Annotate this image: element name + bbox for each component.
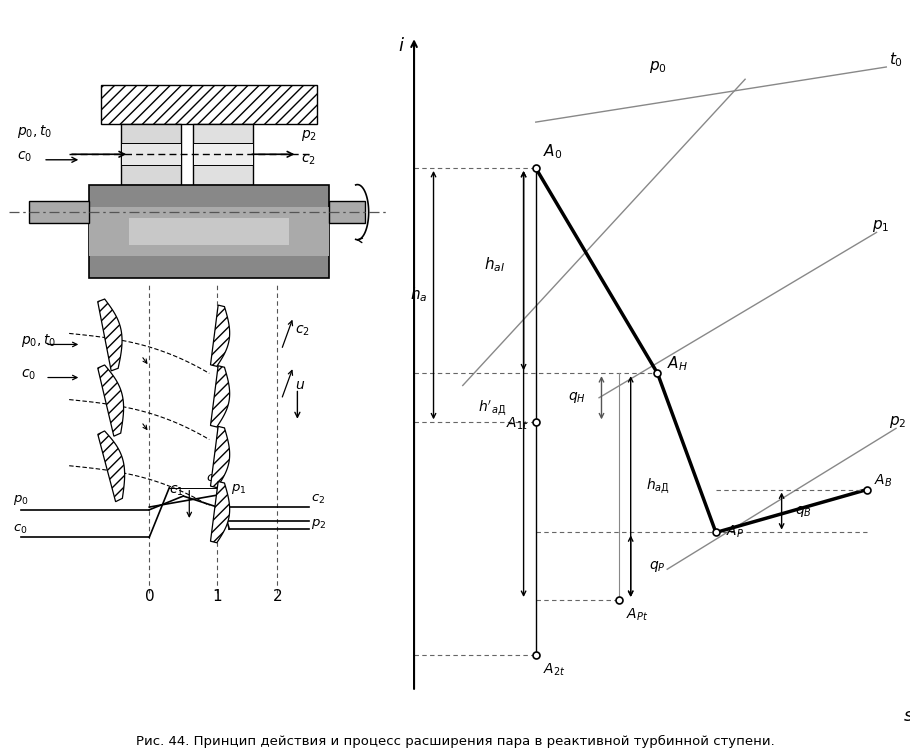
Text: $0$: $0$ — [144, 587, 155, 604]
Text: $1$: $1$ — [212, 587, 222, 604]
Text: $c_2$: $c_2$ — [296, 324, 310, 338]
Bar — [121, 143, 181, 166]
Text: $c_0$: $c_0$ — [21, 367, 36, 382]
Bar — [329, 201, 366, 223]
Text: $p_1$: $p_1$ — [231, 482, 247, 495]
Text: $A_{1t}$: $A_{1t}$ — [506, 415, 529, 432]
Bar — [193, 143, 253, 166]
Text: $h_{aI}$: $h_{aI}$ — [484, 256, 505, 274]
Polygon shape — [97, 299, 122, 371]
Bar — [101, 85, 318, 124]
Text: $t_0$: $t_0$ — [889, 50, 903, 69]
Text: $c_0$: $c_0$ — [17, 150, 32, 164]
Text: $2$: $2$ — [272, 587, 282, 604]
Text: $p_1$: $p_1$ — [872, 218, 889, 234]
Polygon shape — [210, 366, 229, 427]
Polygon shape — [97, 365, 124, 436]
Text: $i$: $i$ — [399, 37, 405, 54]
Text: $A_{Pt}$: $A_{Pt}$ — [626, 606, 648, 623]
Text: $p_0$: $p_0$ — [13, 493, 29, 507]
Text: $c_0$: $c_0$ — [13, 523, 27, 536]
Text: $u$: $u$ — [296, 377, 306, 392]
Bar — [89, 206, 329, 256]
Polygon shape — [210, 305, 229, 367]
Text: $A_B$: $A_B$ — [875, 472, 893, 489]
Text: Рис. 44. Принцип действия и процесс расширения пара в реактивной турбинной ступе: Рис. 44. Принцип действия и процесс расш… — [136, 735, 774, 748]
Polygon shape — [210, 426, 229, 488]
Bar — [193, 124, 253, 184]
Text: $A_P$: $A_P$ — [725, 524, 743, 540]
Text: $q_B$: $q_B$ — [795, 503, 812, 519]
Text: $c_1$: $c_1$ — [207, 473, 220, 486]
Text: $h_{a\mathrm{Д}}$: $h_{a\mathrm{Д}}$ — [645, 476, 670, 497]
Bar — [121, 124, 181, 184]
Text: $p_0, t_0$: $p_0, t_0$ — [21, 333, 56, 349]
Text: $q_P$: $q_P$ — [649, 559, 666, 574]
Text: $A_H$: $A_H$ — [667, 355, 688, 373]
Text: $c_2$: $c_2$ — [311, 493, 326, 506]
Text: $h_a$: $h_a$ — [410, 286, 428, 305]
Text: $A_{2t}$: $A_{2t}$ — [543, 662, 566, 678]
Text: $p_2$: $p_2$ — [889, 414, 906, 430]
Text: $p_0, t_0$: $p_0, t_0$ — [17, 123, 53, 140]
Text: $h'_{a\mathrm{Д}}$: $h'_{a\mathrm{Д}}$ — [478, 398, 506, 419]
Polygon shape — [210, 482, 229, 543]
Bar — [29, 201, 89, 223]
Text: $c_2$: $c_2$ — [301, 153, 317, 167]
Text: $q_H$: $q_H$ — [568, 390, 586, 405]
Polygon shape — [97, 431, 125, 502]
Text: $s$: $s$ — [904, 707, 910, 725]
Text: $A_0$: $A_0$ — [543, 142, 562, 160]
Text: $p_2$: $p_2$ — [301, 128, 318, 143]
Bar — [129, 218, 289, 245]
Text: $p_2$: $p_2$ — [311, 517, 327, 531]
Bar — [89, 184, 329, 278]
Text: $p_0$: $p_0$ — [649, 59, 666, 75]
Text: $c_1$: $c_1$ — [169, 483, 184, 497]
